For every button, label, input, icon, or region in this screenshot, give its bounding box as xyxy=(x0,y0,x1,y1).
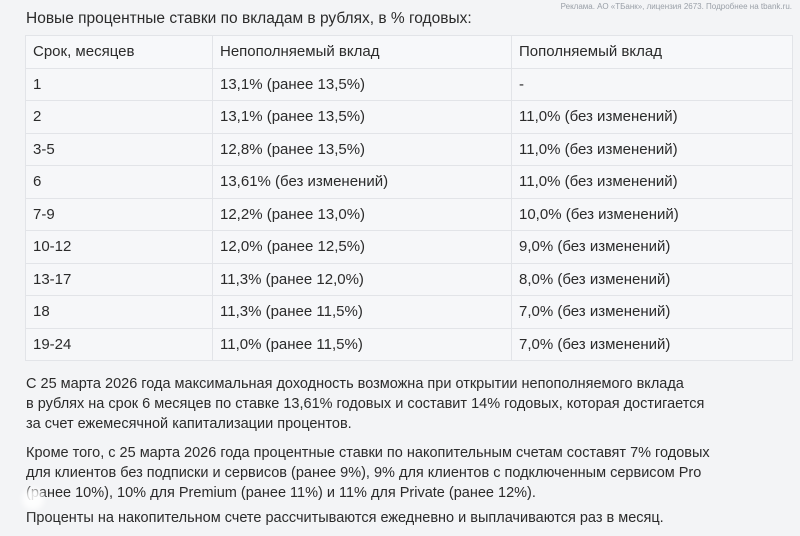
cell-replenishable: 11,0% (без изменений) xyxy=(511,132,793,166)
cell-non-replenishable: 13,1% (ранее 13,5%) xyxy=(212,100,512,134)
rates-table: Срок, месяцев Непополняемый вклад Пополн… xyxy=(25,35,793,361)
paragraph-line: Кроме того, с 25 марта 2026 года процент… xyxy=(26,445,710,461)
cell-non-replenishable: 12,8% (ранее 13,5%) xyxy=(212,132,512,166)
cell-term: 1 xyxy=(25,67,213,101)
header-replenishable: Пополняемый вклад xyxy=(511,35,793,69)
cell-term: 10-12 xyxy=(25,230,213,264)
table-row: 1 13,1% (ранее 13,5%) - xyxy=(25,67,793,101)
cell-term: 2 xyxy=(25,100,213,134)
cell-non-replenishable: 13,61% (без изменений) xyxy=(212,165,512,199)
cell-non-replenishable: 12,2% (ранее 13,0%) xyxy=(212,197,512,231)
ad-disclaimer: Реклама. АО «ТБанк», лицензия 2673. Подр… xyxy=(560,2,792,11)
paragraph-line: (ранее 10%), 10% для Premium (ранее 11%)… xyxy=(26,485,536,501)
cell-replenishable: 9,0% (без изменений) xyxy=(511,230,793,264)
table-row: 3-5 12,8% (ранее 13,5%) 11,0% (без измен… xyxy=(25,132,793,166)
cell-replenishable: 10,0% (без изменений) xyxy=(511,197,793,231)
cell-replenishable: 8,0% (без изменений) xyxy=(511,262,793,296)
cell-non-replenishable: 11,3% (ранее 11,5%) xyxy=(212,295,512,329)
paragraph-line: в рублях на срок 6 месяцев по ставке 13,… xyxy=(26,396,705,412)
interest-payout-paragraph: Проценты на накопительном счете рассчиты… xyxy=(26,508,796,528)
cell-non-replenishable: 12,0% (ранее 12,5%) xyxy=(212,230,512,264)
savings-accounts-paragraph: Кроме того, с 25 марта 2026 года процент… xyxy=(26,443,796,503)
table-row: 13-17 11,3% (ранее 12,0%) 8,0% (без изме… xyxy=(25,262,793,296)
paragraph-line: С 25 марта 2026 года максимальная доходн… xyxy=(26,376,684,392)
cell-term: 13-17 xyxy=(25,262,213,296)
table-row: 10-12 12,0% (ранее 12,5%) 9,0% (без изме… xyxy=(25,230,793,264)
table-row: 19-24 11,0% (ранее 11,5%) 7,0% (без изме… xyxy=(25,327,793,361)
cell-term: 18 xyxy=(25,295,213,329)
cell-non-replenishable: 11,3% (ранее 12,0%) xyxy=(212,262,512,296)
cell-replenishable: 7,0% (без изменений) xyxy=(511,327,793,361)
table-row: 18 11,3% (ранее 11,5%) 7,0% (без изменен… xyxy=(25,295,793,329)
paragraph-line: Проценты на накопительном счете рассчиты… xyxy=(26,510,664,526)
cell-replenishable: 11,0% (без изменений) xyxy=(511,165,793,199)
paragraph-line: для клиентов без подписки и сервисов (ра… xyxy=(26,465,702,481)
table-row: 6 13,61% (без изменений) 11,0% (без изме… xyxy=(25,165,793,199)
table-row: 2 13,1% (ранее 13,5%) 11,0% (без изменен… xyxy=(25,100,793,134)
image-artifact xyxy=(22,488,44,510)
cell-non-replenishable: 11,0% (ранее 11,5%) xyxy=(212,327,512,361)
cell-replenishable: 11,0% (без изменений) xyxy=(511,100,793,134)
page-title: Новые процентные ставки по вкладам в руб… xyxy=(26,10,472,27)
header-term: Срок, месяцев xyxy=(25,35,213,69)
cell-non-replenishable: 13,1% (ранее 13,5%) xyxy=(212,67,512,101)
cell-term: 6 xyxy=(25,165,213,199)
cell-replenishable: 7,0% (без изменений) xyxy=(511,295,793,329)
max-yield-paragraph: С 25 марта 2026 года максимальная доходн… xyxy=(26,374,796,434)
paragraph-line: за счет ежемесячной капитализации процен… xyxy=(26,416,352,432)
table-row: 7-9 12,2% (ранее 13,0%) 10,0% (без измен… xyxy=(25,197,793,231)
cell-term: 7-9 xyxy=(25,197,213,231)
header-non-replenishable: Непополняемый вклад xyxy=(212,35,512,69)
cell-term: 3-5 xyxy=(25,132,213,166)
table-header-row: Срок, месяцев Непополняемый вклад Пополн… xyxy=(25,35,793,69)
cell-replenishable: - xyxy=(511,67,793,101)
cell-term: 19-24 xyxy=(25,327,213,361)
